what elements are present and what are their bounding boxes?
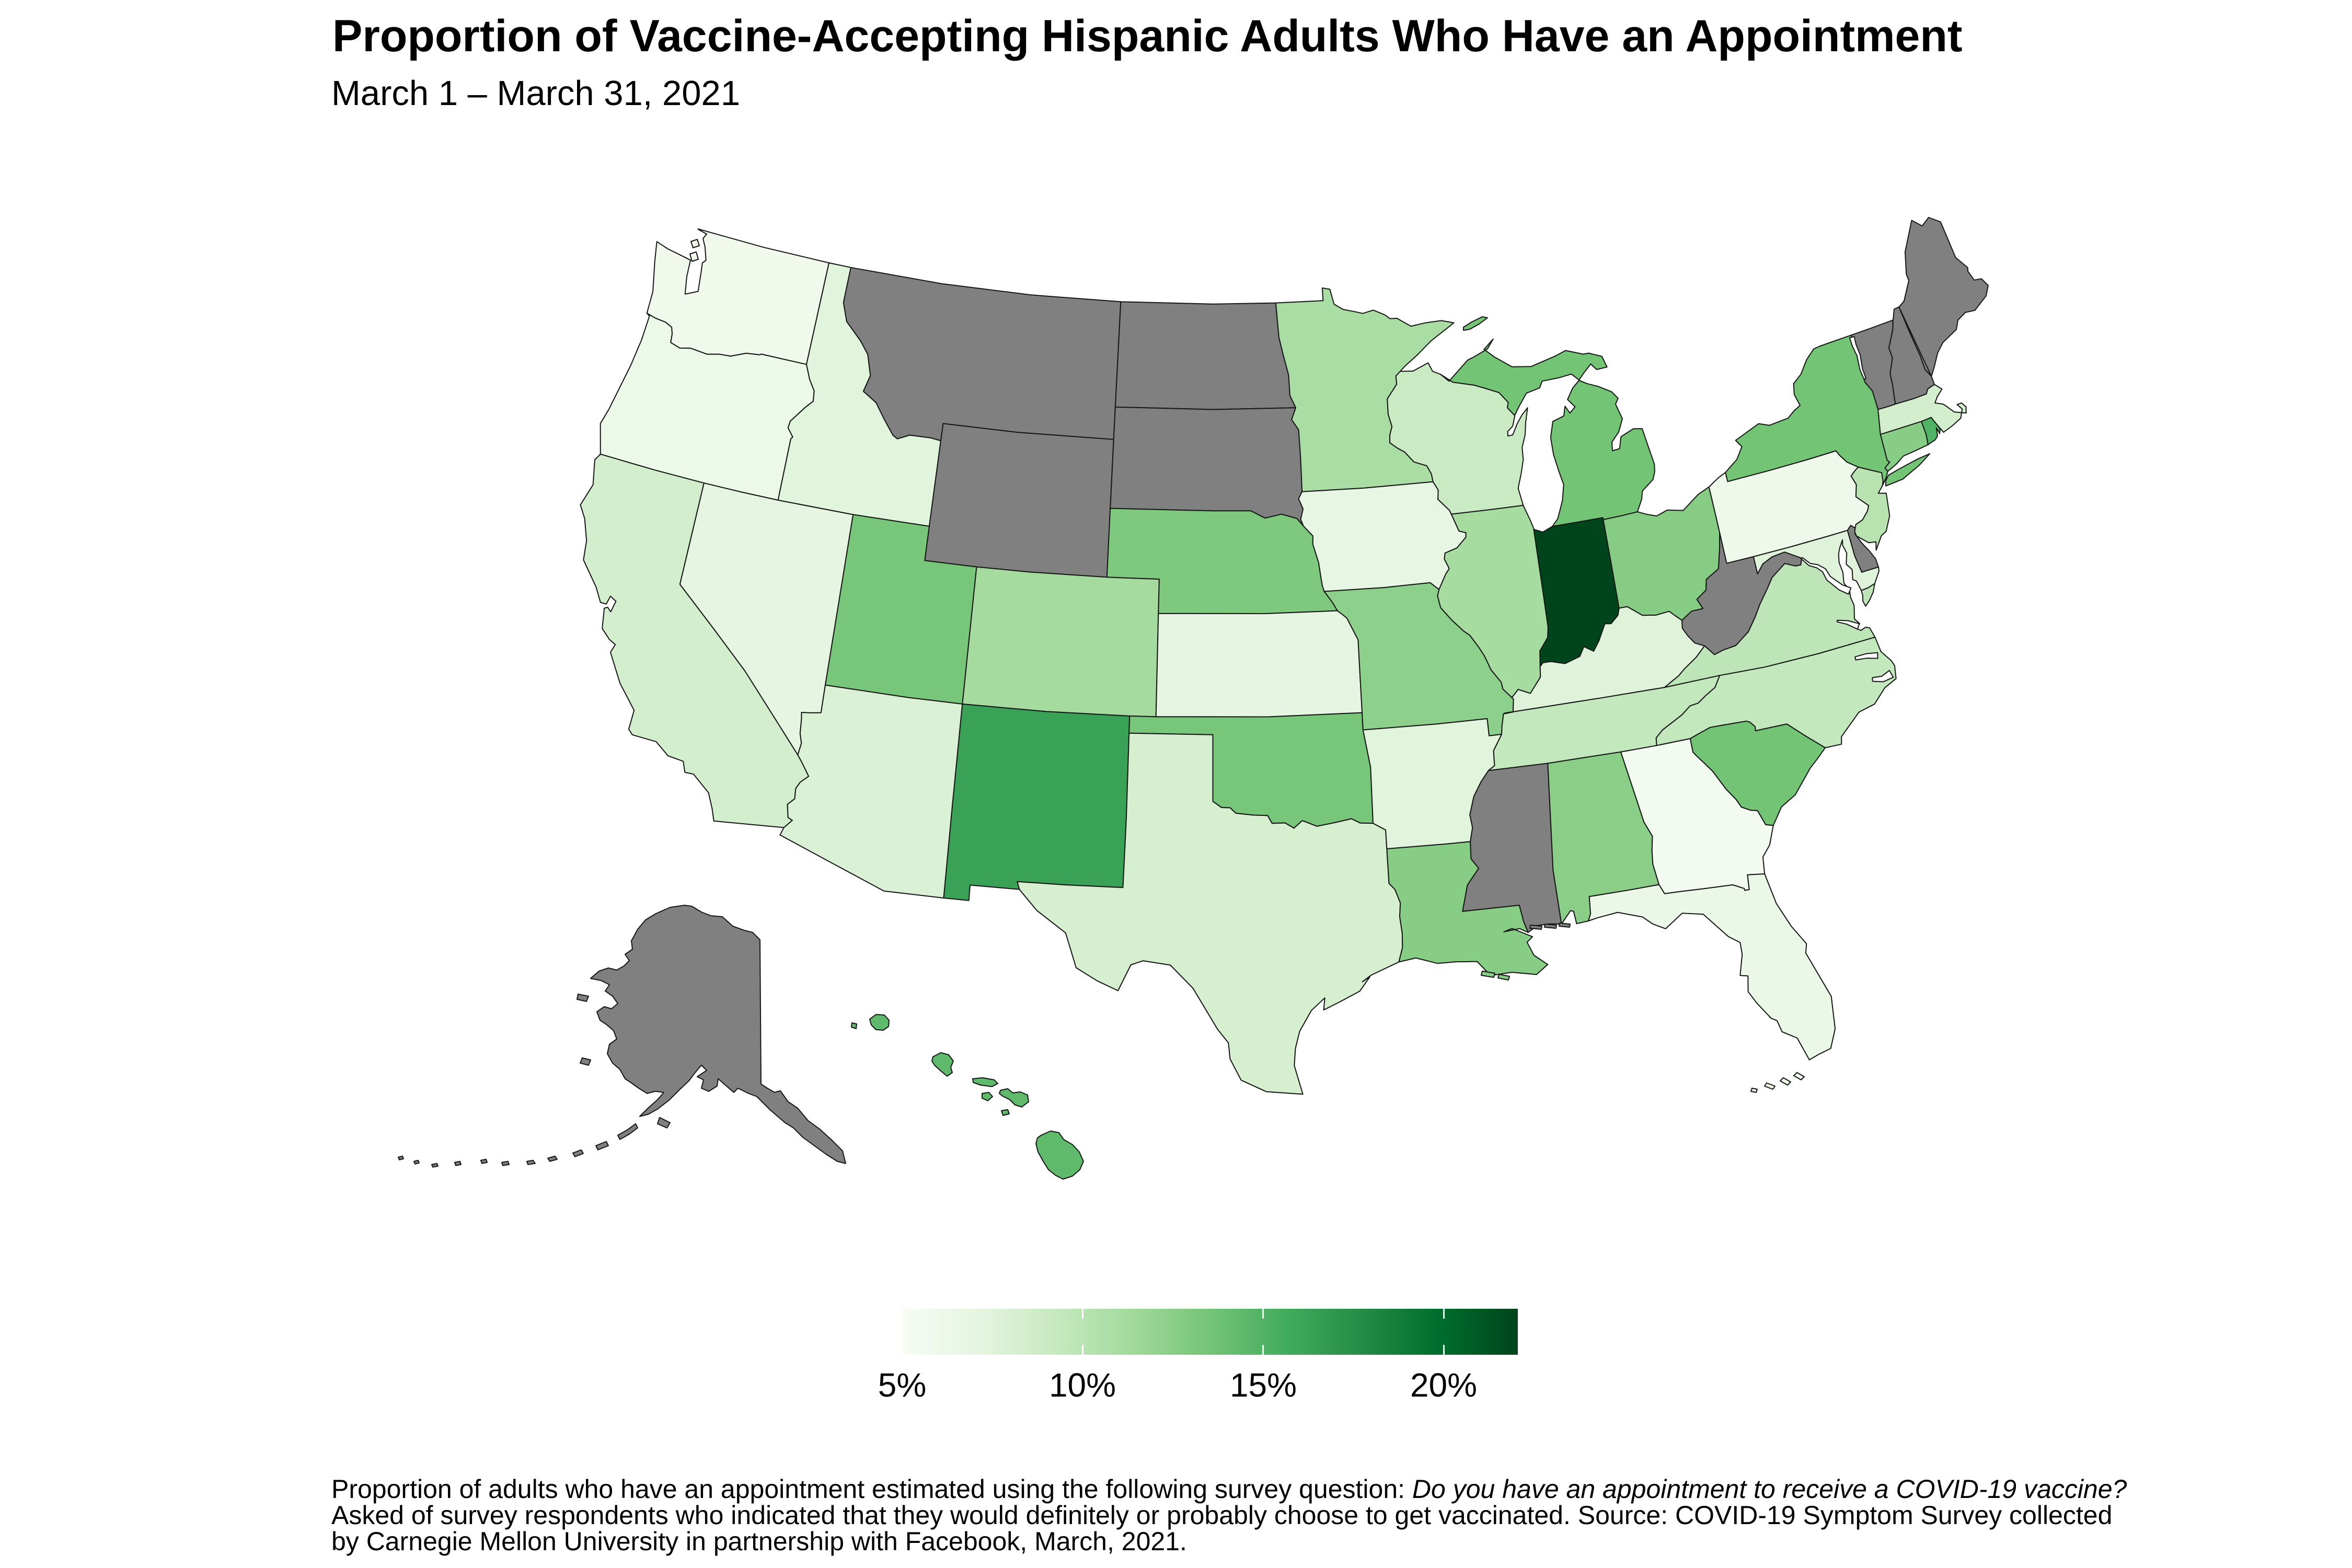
svg-text:5%: 5% <box>878 1366 927 1404</box>
svg-text:by Carnegie Mellon University: by Carnegie Mellon University in partner… <box>331 1527 1187 1556</box>
svg-text:10%: 10% <box>1049 1366 1116 1404</box>
svg-text:March 1 – March 31, 2021: March 1 – March 31, 2021 <box>331 74 740 113</box>
svg-text:Proportion of adults who have: Proportion of adults who have an appoint… <box>331 1474 2127 1504</box>
svg-text:20%: 20% <box>1410 1366 1477 1404</box>
svg-text:Asked of survey respondents wh: Asked of survey respondents who indicate… <box>331 1501 2112 1530</box>
svg-text:15%: 15% <box>1230 1366 1297 1404</box>
svg-text:Proportion of Vaccine-Acceptin: Proportion of Vaccine-Accepting Hispanic… <box>332 11 1963 61</box>
